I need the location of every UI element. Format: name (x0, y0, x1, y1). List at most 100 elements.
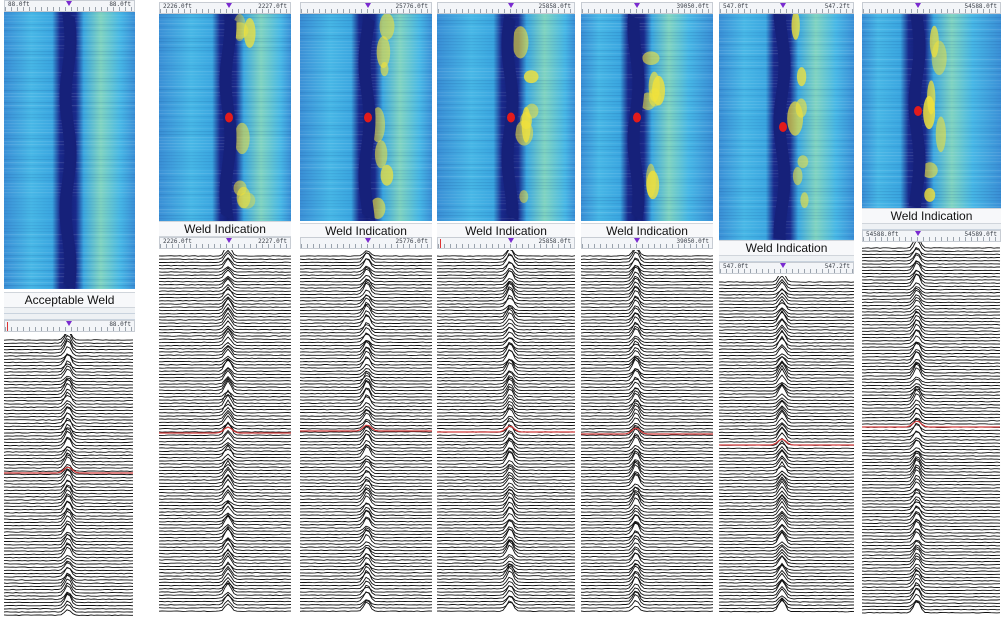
trace-waterfall (300, 250, 432, 614)
depth-ruler: 88.0ft (4, 320, 135, 332)
position-marker-icon (634, 3, 640, 8)
panel-caption: Acceptable Weld (4, 292, 135, 308)
panel-weld-indication-6: 54588.0ft Weld Indication 54588.0ft 54589.0… (862, 0, 1001, 619)
panel-caption: Weld Indication (862, 208, 1001, 224)
ruler-left-label: 547.0ft (723, 3, 749, 10)
weld-reference-line (719, 438, 854, 446)
depth-ruler: 39050.0ft (581, 237, 713, 249)
weld-reference-line (4, 466, 133, 474)
ruler-right-label: 547.2ft (824, 263, 850, 270)
ruler-start-mark (440, 239, 441, 248)
ruler-right-label: 2227.0ft (258, 3, 287, 10)
panel-weld-indication-5: 547.0ft 547.2ft Weld Indication 547.0ft 547.… (719, 0, 854, 619)
panel-weld-indication-2: 25776.0ft Weld Indication 25776.0ft (300, 0, 432, 619)
ruler-scale (301, 9, 431, 13)
amplitude-heatmap (719, 14, 854, 240)
panel-weld-indication-3: 25858.0ft Weld Indication 25858.0ft (437, 0, 575, 619)
ruler-scale (160, 9, 290, 13)
position-marker-icon (226, 238, 232, 243)
ruler-scale (438, 9, 574, 13)
trace-waterfall (4, 334, 135, 616)
amplitude-heatmap (159, 14, 291, 221)
depth-ruler: 39050.0ft (581, 2, 713, 14)
ruler-scale (160, 244, 290, 248)
panel-separator (719, 256, 854, 262)
panel-caption: Weld Indication (159, 221, 291, 237)
ruler-scale (720, 9, 853, 13)
depth-ruler: 547.0ft 547.2ft (719, 2, 854, 14)
ruler-scale (301, 244, 431, 248)
depth-ruler: 54588.0ft 54589.0ft (862, 230, 1001, 242)
ruler-right-label: 88.0ft (109, 321, 131, 328)
ruler-scale (863, 9, 1000, 13)
ruler-right-label: 25858.0ft (538, 238, 571, 245)
panel-acceptable-weld: 88.0ft 88.0ft Acceptable Weld 88.0ft (4, 0, 135, 619)
depth-ruler: 25858.0ft (437, 237, 575, 249)
ruler-left-label: 547.0ft (723, 263, 749, 270)
trace-waterfall (719, 276, 854, 614)
position-marker-icon (365, 238, 371, 243)
panel-caption: Weld Indication (300, 223, 432, 239)
position-marker-icon (226, 3, 232, 8)
ruler-scale (438, 244, 574, 248)
depth-ruler: 54588.0ft (862, 2, 1001, 14)
position-marker-icon (66, 321, 72, 326)
amplitude-heatmap (581, 14, 713, 221)
weld-hotspot (779, 122, 787, 132)
weld-hotspot (914, 106, 922, 116)
ruler-left-label: 2226.0ft (163, 238, 192, 245)
ruler-right-label: 54588.0ft (964, 3, 997, 10)
ruler-right-label: 39050.0ft (676, 3, 709, 10)
depth-ruler: 88.0ft 88.0ft (4, 0, 135, 12)
panel-separator (862, 224, 1001, 230)
ruler-scale (5, 327, 134, 331)
amplitude-heatmap (437, 14, 575, 221)
position-marker-icon (634, 238, 640, 243)
amplitude-heatmap (300, 14, 432, 221)
position-marker-icon (508, 3, 514, 8)
trace-waterfall (862, 242, 1001, 614)
weld-hotspot (633, 112, 641, 123)
ruler-right-label: 25776.0ft (395, 3, 428, 10)
ruler-right-label: 39050.0ft (676, 238, 709, 245)
ruler-scale (5, 7, 134, 11)
panel-weld-indication-4: 39050.0ft Weld Indication 39050.0ft (581, 0, 713, 619)
amplitude-heatmap (4, 12, 135, 289)
depth-ruler: 2226.0ft 2227.0ft (159, 2, 291, 14)
weld-reference-line (437, 425, 575, 433)
weld-hotspot (225, 112, 233, 123)
ruler-scale (863, 237, 1000, 241)
position-marker-icon (365, 3, 371, 8)
position-marker-icon (780, 263, 786, 268)
ruler-start-mark (7, 322, 8, 331)
weld-reference-line (300, 424, 432, 432)
position-marker-icon (915, 231, 921, 236)
position-marker-icon (780, 3, 786, 8)
ruler-right-label: 25776.0ft (395, 238, 428, 245)
ruler-right-label: 88.0ft (109, 1, 131, 8)
weld-reference-line (581, 427, 713, 435)
ruler-scale (582, 9, 712, 13)
depth-ruler: 25776.0ft (300, 237, 432, 249)
panel-caption: Weld Indication (719, 240, 854, 256)
depth-ruler: 547.0ft 547.2ft (719, 262, 854, 274)
panel-weld-indication-1: 2226.0ft 2227.0ft Weld Indication 2226.0ft 2… (159, 0, 291, 619)
panel-separator (4, 308, 135, 320)
ruler-scale (720, 269, 853, 273)
position-marker-icon (66, 1, 72, 6)
ruler-right-label: 547.2ft (824, 3, 850, 10)
weld-hotspot (364, 112, 372, 123)
weld-reference-line (862, 420, 1000, 428)
ruler-right-label: 25858.0ft (538, 3, 571, 10)
depth-ruler: 25858.0ft (437, 2, 575, 14)
ruler-left-label: 88.0ft (8, 1, 30, 8)
depth-ruler: 2226.0ft 2227.0ft (159, 237, 291, 249)
position-marker-icon (915, 3, 921, 8)
ruler-scale (582, 244, 712, 248)
trace-waterfall (437, 250, 575, 614)
trace-waterfall (581, 250, 713, 614)
ruler-left-label: 54588.0ft (866, 231, 899, 238)
amplitude-heatmap (862, 14, 1001, 208)
trace-waterfall (159, 250, 291, 614)
position-marker-icon (508, 238, 514, 243)
